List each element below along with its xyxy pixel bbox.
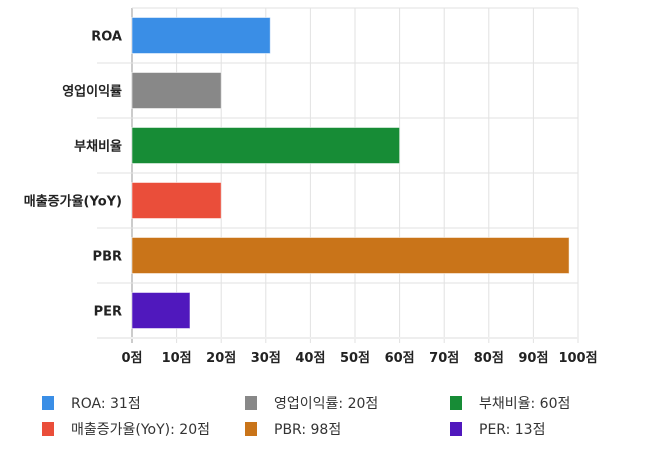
x-tick-label: 60점 xyxy=(385,351,415,366)
legend-swatch xyxy=(450,396,462,410)
legend-swatch xyxy=(245,396,257,410)
x-tick-label: 40점 xyxy=(295,351,325,366)
bar-1 xyxy=(131,72,222,109)
legend-item[interactable]: PER: 13점 xyxy=(450,419,545,439)
y-category-label: 부채비율 xyxy=(74,139,122,155)
x-tick-label: 100점 xyxy=(558,351,597,366)
bar-2 xyxy=(131,127,401,164)
bar-5 xyxy=(131,292,191,329)
x-tick-label: 30점 xyxy=(251,351,281,366)
legend-swatch xyxy=(42,396,54,410)
bar-chart: 0점 10점 20점 30점 40점 50점 60점 70점 80점 90점 100점 ROA 영업이익… xyxy=(24,7,598,366)
legend-label: 부채비율: 60점 xyxy=(479,396,571,412)
x-tick-label: 50점 xyxy=(340,351,370,366)
x-tick-label: 20점 xyxy=(206,351,236,366)
bar-3 xyxy=(131,182,222,219)
y-category-label: ROA xyxy=(91,30,122,45)
bar-4 xyxy=(131,237,570,274)
legend-swatch xyxy=(450,422,462,436)
legend-item[interactable]: PBR: 98점 xyxy=(245,419,341,439)
x-tick-label: 90점 xyxy=(518,351,548,366)
legend-label: 영업이익률: 20점 xyxy=(274,396,379,412)
y-category-label: PBR xyxy=(93,250,122,265)
legend-item[interactable]: 매출증가율(YoY): 20점 xyxy=(42,419,210,439)
legend-item[interactable]: 영업이익률: 20점 xyxy=(245,393,378,413)
y-category-label: 매출증가율(YoY) xyxy=(24,194,122,210)
legend-item[interactable]: 부채비율: 60점 xyxy=(450,393,570,413)
legend-label: PBR: 98점 xyxy=(274,422,342,438)
y-category-label: PER xyxy=(94,305,122,320)
x-tick-label: 80점 xyxy=(474,351,504,366)
legend-label: 매출증가율(YoY): 20점 xyxy=(71,422,210,438)
x-tick-label: 0점 xyxy=(121,351,142,366)
bar-0 xyxy=(131,17,271,54)
legend-label: PER: 13점 xyxy=(479,422,546,438)
x-tick-label: 70점 xyxy=(429,351,459,366)
legend-swatch xyxy=(245,422,257,436)
legend-swatch xyxy=(42,422,54,436)
legend-label: ROA: 31점 xyxy=(71,396,141,412)
x-tick-label: 10점 xyxy=(162,351,192,366)
legend-item[interactable]: ROA: 31점 xyxy=(42,393,141,413)
y-category-label: 영업이익률 xyxy=(62,84,122,100)
